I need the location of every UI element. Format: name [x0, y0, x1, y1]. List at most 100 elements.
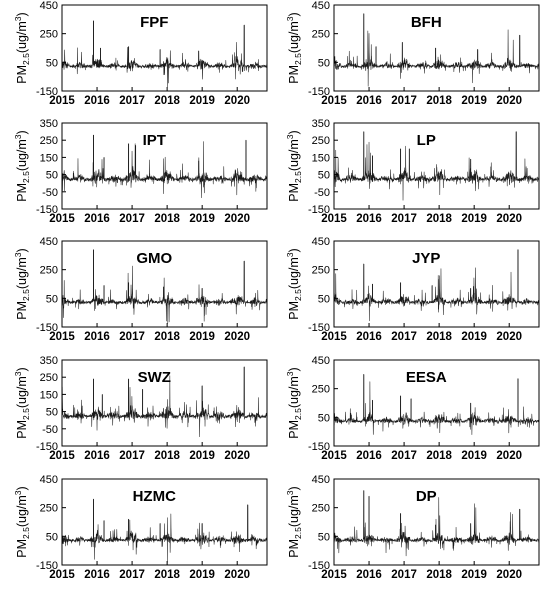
x-tick-label: 2018	[154, 213, 180, 225]
x-tick-label: 2018	[426, 95, 452, 107]
plot-frame	[61, 4, 268, 92]
y-tick-label: -150	[308, 322, 330, 334]
plot-frame	[61, 359, 268, 447]
y-tick-label: 50	[318, 57, 330, 69]
x-tick-label: 2019	[189, 569, 215, 581]
series-line-fpf	[61, 20, 268, 88]
plot-frame	[61, 122, 268, 210]
panel-title: SWZ	[138, 369, 171, 386]
y-tick-label: 250	[312, 135, 330, 147]
y-axis-label: PM2.5(ug/m3)	[13, 367, 31, 438]
x-tick-label: 2019	[461, 331, 487, 343]
y-tick-label: -150	[36, 322, 58, 334]
x-tick-label: 2016	[84, 95, 110, 107]
y-axis-label: PM2.5(ug/m3)	[13, 12, 31, 83]
panel-title: EESA	[406, 369, 447, 386]
y-tick-label: 50	[46, 531, 58, 543]
x-tick-label: 2015	[321, 95, 347, 107]
y-axis-label: PM2.5(ug/m3)	[285, 367, 303, 438]
y-tick-label: -150	[36, 86, 58, 98]
y-tick-label: -150	[308, 86, 330, 98]
x-tick-label: 2019	[189, 213, 215, 225]
y-tick-label: 250	[312, 384, 330, 396]
x-tick-label: 2019	[461, 450, 487, 462]
y-tick-label: 250	[40, 265, 58, 277]
x-tick-label: 2017	[391, 450, 417, 462]
y-tick-label: 450	[40, 474, 58, 486]
x-tick-label: 2020	[496, 331, 522, 343]
panel-title: JYP	[412, 250, 440, 267]
panel-title: HZMC	[133, 488, 176, 505]
panel-title: GMO	[136, 250, 172, 267]
plot-frame	[333, 4, 540, 92]
x-tick-label: 2015	[321, 331, 347, 343]
x-tick-label: 2020	[224, 331, 250, 343]
y-tick-label: 350	[40, 355, 58, 367]
y-axis-label: PM2.5(ug/m3)	[285, 130, 303, 201]
y-axis-label: PM2.5(ug/m3)	[285, 248, 303, 319]
x-tick-label: 2018	[154, 450, 180, 462]
panel-title: BFH	[411, 14, 442, 31]
y-axis-label: PM2.5(ug/m3)	[13, 486, 31, 557]
x-tick-label: 2015	[321, 569, 347, 581]
y-tick-label: 150	[40, 152, 58, 164]
y-tick-label: 50	[318, 531, 330, 543]
series-line-jyp	[333, 249, 540, 322]
x-tick-label: 2018	[154, 331, 180, 343]
x-tick-label: 2020	[224, 213, 250, 225]
y-axis-label: PM2.5(ug/m3)	[285, 486, 303, 557]
x-tick-label: 2019	[461, 95, 487, 107]
x-tick-label: 2017	[119, 213, 145, 225]
x-tick-label: 2015	[321, 450, 347, 462]
x-tick-label: 2016	[356, 569, 382, 581]
panel-title: FPF	[140, 14, 168, 31]
x-tick-label: 2016	[84, 450, 110, 462]
y-tick-label: 450	[312, 236, 330, 248]
x-tick-label: 2017	[119, 569, 145, 581]
x-tick-label: 2018	[426, 331, 452, 343]
panel-title: IPT	[143, 132, 166, 149]
y-tick-label: 50	[318, 412, 330, 424]
x-tick-label: 2015	[49, 213, 75, 225]
x-tick-label: 2017	[391, 213, 417, 225]
panel-title: LP	[417, 132, 436, 149]
x-tick-label: 2015	[49, 450, 75, 462]
x-tick-label: 2019	[189, 450, 215, 462]
x-tick-label: 2018	[154, 569, 180, 581]
panel-title: DP	[416, 488, 437, 505]
plot-frame	[61, 240, 268, 328]
x-tick-label: 2020	[496, 213, 522, 225]
series-line-hzmc	[61, 498, 268, 563]
x-tick-label: 2018	[426, 213, 452, 225]
x-tick-label: 2015	[49, 569, 75, 581]
x-tick-label: 2020	[496, 450, 522, 462]
x-tick-label: 2017	[119, 95, 145, 107]
series-line-lp	[333, 131, 540, 201]
plot-frame	[61, 478, 268, 566]
x-tick-label: 2017	[391, 95, 417, 107]
series-line-gmo	[61, 249, 268, 324]
y-tick-label: 50	[46, 170, 58, 182]
x-tick-label: 2020	[224, 450, 250, 462]
y-tick-label: 150	[312, 152, 330, 164]
x-tick-label: 2015	[49, 95, 75, 107]
x-tick-label: 2017	[119, 331, 145, 343]
y-tick-label: 50	[46, 293, 58, 305]
plot-frame	[333, 478, 540, 566]
y-tick-label: 250	[312, 265, 330, 277]
y-axis-label: PM2.5(ug/m3)	[13, 130, 31, 201]
x-tick-label: 2015	[321, 213, 347, 225]
x-tick-label: 2019	[461, 569, 487, 581]
y-tick-label: 250	[312, 503, 330, 515]
y-tick-label: 50	[318, 293, 330, 305]
y-tick-label: 50	[46, 407, 58, 419]
y-tick-label: 450	[312, 474, 330, 486]
x-tick-label: 2015	[49, 331, 75, 343]
x-tick-label: 2018	[426, 569, 452, 581]
x-tick-label: 2017	[391, 569, 417, 581]
